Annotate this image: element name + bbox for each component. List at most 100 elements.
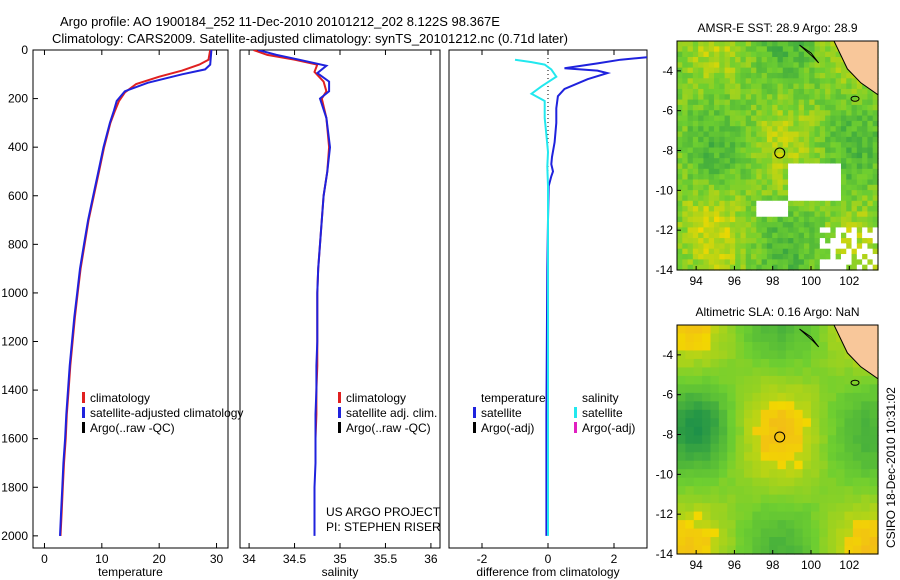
sst_map-cell — [724, 147, 731, 154]
sst_map-cell — [740, 131, 747, 138]
sst_map-cell — [851, 115, 858, 122]
sla_map-cell — [802, 384, 812, 394]
sst_map-cell — [714, 264, 720, 271]
sst_map-ytick-label: -8 — [662, 144, 673, 158]
sst_map-cell — [692, 126, 699, 133]
sst_map-cell — [840, 99, 847, 106]
sst_map-cell — [798, 41, 805, 47]
sst_map-cell — [851, 131, 858, 138]
sst_map-cell — [862, 184, 869, 191]
sst_map-cell — [777, 56, 784, 63]
sst_map-cell — [830, 211, 837, 218]
sla_map-cell — [718, 460, 728, 470]
sst_map-cell — [872, 136, 879, 143]
sst_map-cell — [846, 254, 853, 260]
sla_map-cell — [702, 418, 712, 428]
sst_map-cell — [687, 195, 694, 202]
sst_map-cell — [698, 51, 705, 58]
sst_map-cell — [782, 72, 789, 79]
sla_map-argo-marker — [774, 431, 786, 443]
sst_map-cell — [714, 190, 720, 197]
sst_map-cell — [814, 147, 821, 154]
sst_map-cell — [761, 41, 768, 47]
sla_map-xtick-label: 102 — [839, 558, 859, 572]
sla_map-cell — [744, 477, 753, 487]
sst_map-cell — [867, 88, 874, 95]
sst_map-cell — [782, 174, 789, 181]
sst_map-cell — [698, 78, 705, 85]
sst_map-cell — [809, 168, 816, 175]
sst_map-cell — [708, 83, 715, 90]
sst_map-cell — [846, 243, 853, 250]
sst_map-cell — [856, 195, 863, 202]
sst_map-cell — [862, 232, 869, 239]
sla_map-cell — [827, 486, 837, 496]
sst_map-cell — [867, 142, 874, 149]
sla_map-cell — [710, 528, 720, 538]
sla_map-cell — [769, 545, 779, 555]
sst_map-cell — [708, 110, 715, 117]
sst_map-cell — [793, 99, 800, 106]
sst_map-cell — [782, 51, 789, 58]
sst_map-cell — [692, 211, 699, 218]
sst_map-cell — [708, 227, 715, 234]
sst_map-cell — [708, 190, 715, 197]
sst_map-cell — [793, 211, 800, 218]
sst_map-cell — [692, 184, 699, 191]
sla_map-cell — [744, 469, 753, 479]
sst_map-cell — [740, 110, 747, 117]
sst_map-cell — [856, 136, 863, 143]
sst_map-cell — [682, 41, 689, 47]
sst_map-cell — [856, 227, 863, 234]
sst_map-cell — [840, 195, 847, 202]
sla_map-cell — [827, 435, 837, 445]
sst_map-cell — [856, 152, 863, 159]
sla_map-cell — [777, 460, 787, 470]
sst_map-cell — [788, 243, 794, 250]
sla_map-cell — [852, 409, 862, 419]
sla_map-cell — [836, 452, 846, 462]
sst_map-cell — [835, 174, 842, 181]
sla_map-cell — [852, 426, 862, 436]
sla_map-cell — [677, 384, 686, 394]
sst_map-cell — [687, 254, 694, 260]
sst_map-cell — [729, 147, 736, 154]
sst_map-ytick-label: -14 — [656, 263, 674, 277]
sst_map-cell — [772, 88, 779, 95]
sst_map-cell — [756, 238, 763, 244]
sst_map-cell — [698, 264, 705, 271]
sla_map-cell — [785, 341, 795, 352]
sst_map-cell — [825, 152, 831, 159]
sst_map-cell — [793, 142, 800, 149]
sst_map-cell — [766, 56, 773, 63]
sla_map-cell — [869, 384, 879, 394]
sst_map-cell — [708, 51, 715, 58]
sst_map-cell — [862, 131, 869, 138]
sst_map-cell — [856, 211, 863, 218]
sst_map-cell — [745, 163, 752, 170]
sst_map-cell — [766, 174, 773, 181]
sst_map-cell — [867, 99, 874, 106]
sla_map-cell — [727, 503, 737, 513]
sst_map-cell — [703, 110, 710, 117]
sla_map-cell — [693, 418, 703, 428]
sst_map-cell — [719, 174, 726, 181]
sla_map-cell — [735, 375, 745, 385]
sst_map-cell — [677, 115, 683, 122]
sla_map-cell — [844, 511, 854, 521]
sst_map-cell — [803, 46, 810, 53]
sst_map-cell — [819, 88, 826, 95]
sst_map-cell — [766, 142, 773, 149]
sst_map-cell — [714, 67, 720, 74]
sst_map-cell — [830, 41, 837, 47]
sst_map-cell — [698, 56, 705, 63]
sla_map-cell — [785, 452, 795, 462]
temperature-ytick-label: 1200 — [1, 335, 28, 349]
sla_map-cell — [769, 418, 779, 428]
sla_map-cell — [752, 494, 762, 504]
sst_map-cell — [846, 120, 853, 127]
sla_map-cell — [811, 358, 820, 369]
sla_map-cell — [785, 528, 795, 538]
sla_map-cell — [718, 477, 728, 487]
sst_map-cell — [867, 216, 874, 223]
